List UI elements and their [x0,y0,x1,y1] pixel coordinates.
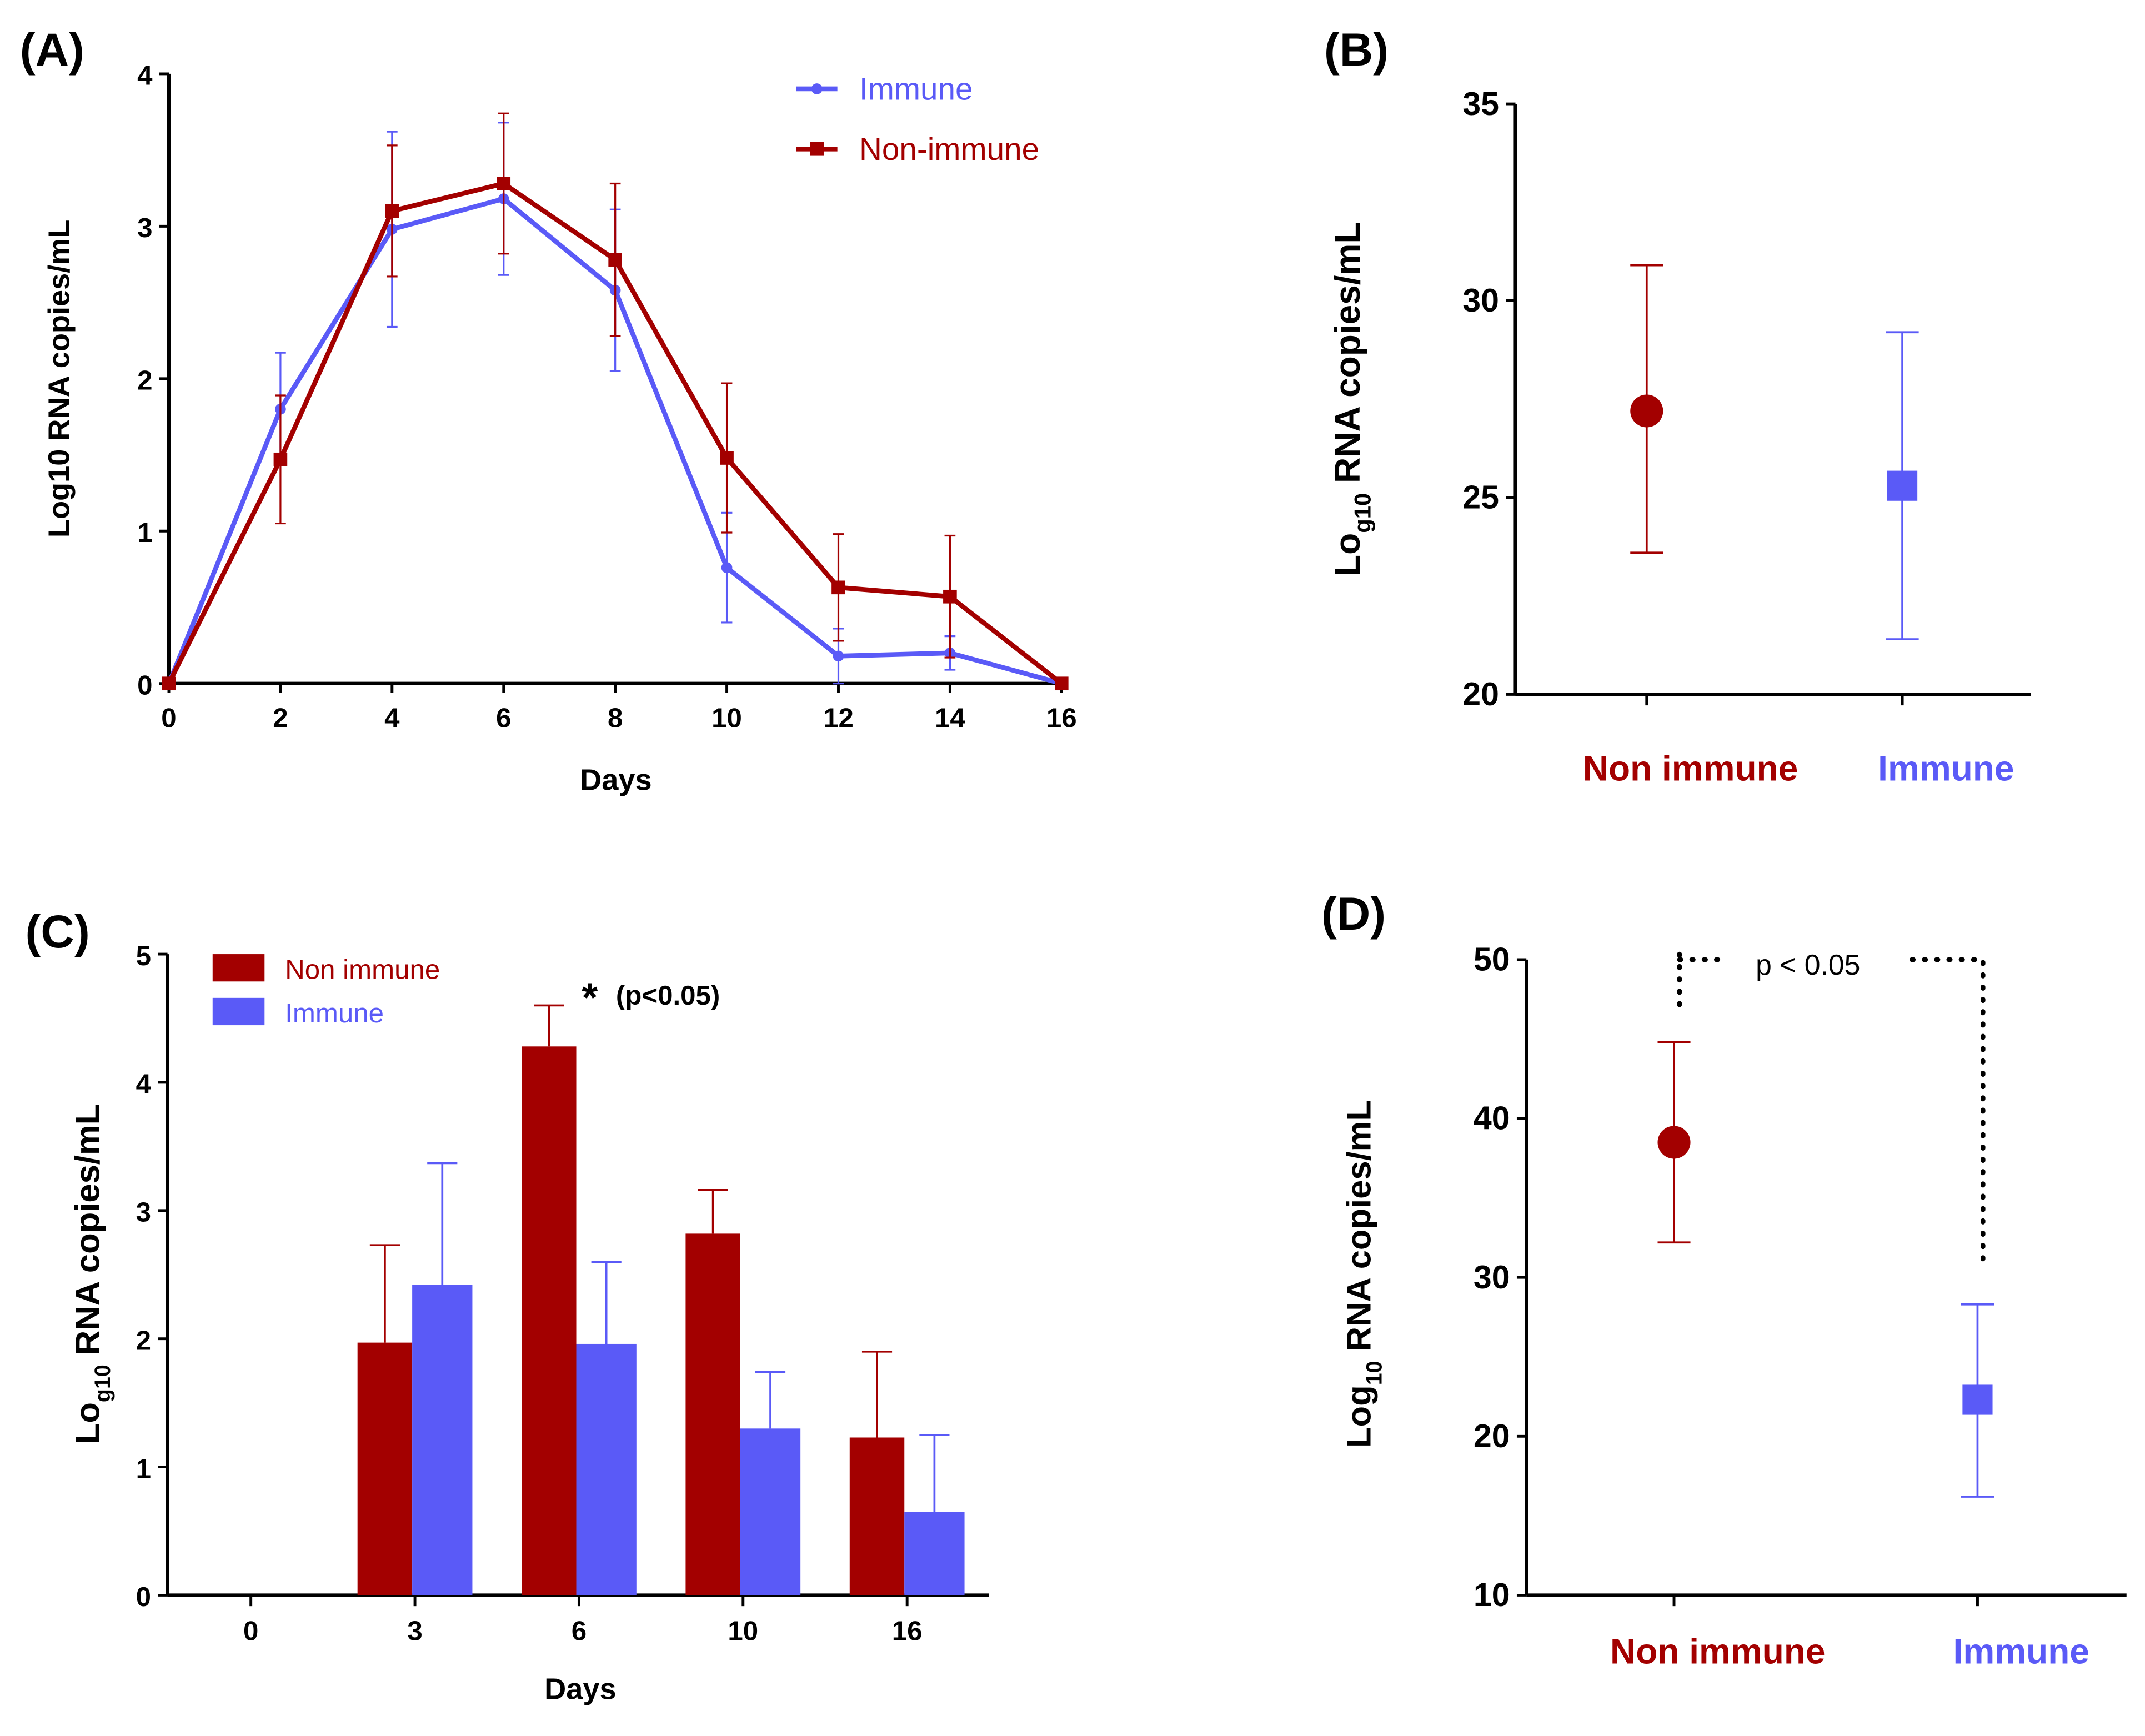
data-point [273,452,288,466]
significance-asterisk: * [582,974,598,1020]
x-tick-label: 10 [728,1616,758,1647]
data-point [497,177,511,190]
panel-label-c: (C) [26,905,90,957]
legend-marker [810,142,824,156]
x-tick-label: 6 [496,703,511,733]
legend-marker [811,83,823,94]
panel-c: (C) Days Log10 RNA copies/mL * (p<0.05) … [26,905,989,1706]
y-tick-label: 35 [1462,86,1499,122]
panel-b: (B) Log10 RNA copies/mL 20 25 30 35 Non immu… [1324,23,2031,788]
data-point [831,580,845,595]
data-point-non-immune [1630,394,1663,428]
y-axis-label-a: Log10 RNA copies/mL [42,220,76,538]
y-tick-label: 2 [137,365,152,396]
bar-non-immune [685,1233,740,1595]
category-label: Immune [1953,1632,2089,1672]
significance-annotation-c: (p<0.05) [616,980,720,1011]
x-axis-label-c: Days [544,1673,616,1706]
legend-swatch [212,997,265,1026]
bar-immune [412,1285,473,1595]
category-label: Non immune [1610,1632,1825,1672]
x-axis-label-a: Days [580,764,651,797]
legend-label: Immune [859,72,973,107]
panel-d: (D) Log10 RNA copies/mL p < 0.05 10 20 30 4… [1321,887,2127,1672]
legend-swatch [212,954,265,982]
bar-immune [904,1512,965,1595]
y-tick-label: 4 [137,61,153,91]
y-tick-label: 3 [136,1197,151,1228]
significance-bracket-left [1677,946,1728,1007]
y-tick-label: 30 [1462,282,1499,319]
legend-label: Immune [285,998,384,1028]
x-tick-label: 0 [161,703,176,733]
y-tick-label: 1 [136,1453,151,1484]
y-tick-label: 4 [136,1069,152,1100]
data-point-non-immune [1657,1126,1691,1159]
data-point-immune [1962,1384,1993,1415]
data-point [385,204,399,218]
panel-label-a: (A) [20,23,84,76]
y-tick-label: 10 [1474,1577,1510,1613]
y-tick-label: 1 [137,518,152,548]
data-point [1055,676,1069,691]
data-point [608,253,622,267]
y-axis-label-b: Log10 RNA copies/mL [1327,222,1376,576]
significance-annotation-d: p < 0.05 [1756,949,1860,981]
y-tick-label: 50 [1474,941,1510,978]
legend-label: Non immune [285,954,440,985]
y-axis-label-d: Log10 RNA copies/mL [1340,1100,1387,1448]
x-tick-label: 16 [1046,703,1077,733]
y-tick-label: 20 [1474,1418,1510,1454]
y-tick-label: 20 [1462,676,1499,713]
y-tick-label: 3 [137,213,152,243]
data-point [721,562,733,573]
data-point [720,451,734,465]
panel-label-d: (D) [1321,887,1386,940]
bar-immune [740,1428,801,1595]
y-tick-label: 2 [136,1325,151,1356]
x-tick-label: 6 [572,1616,587,1647]
x-tick-label: 3 [407,1616,422,1647]
category-label: Non immune [1583,748,1798,788]
x-tick-label: 12 [823,703,854,733]
x-tick-label: 16 [892,1616,923,1647]
data-point [943,589,957,604]
x-tick-label: 14 [935,703,965,733]
bar-immune [576,1343,637,1595]
y-tick-label: 0 [137,670,152,700]
y-tick-label: 25 [1462,479,1499,516]
data-point [833,650,844,662]
panel-label-b: (B) [1324,23,1389,76]
x-tick-label: 0 [243,1616,258,1647]
x-tick-label: 4 [384,703,400,733]
y-tick-label: 30 [1474,1259,1510,1296]
y-tick-label: 0 [136,1582,151,1612]
y-tick-label: 5 [136,941,151,971]
bar-non-immune [522,1046,577,1595]
y-axis-label-c: Log10 RNA copies/mL [68,1104,115,1444]
bar-non-immune [357,1342,413,1595]
legend-label: Non-immune [859,132,1039,167]
significance-bracket-right [1910,957,1986,1267]
bar-non-immune [849,1437,905,1595]
data-point [162,676,176,691]
data-point-immune [1887,470,1918,501]
x-tick-label: 10 [711,703,742,733]
category-label: Immune [1878,748,2014,788]
x-tick-label: 2 [273,703,288,733]
x-tick-label: 8 [608,703,623,733]
y-tick-label: 40 [1474,1100,1510,1137]
